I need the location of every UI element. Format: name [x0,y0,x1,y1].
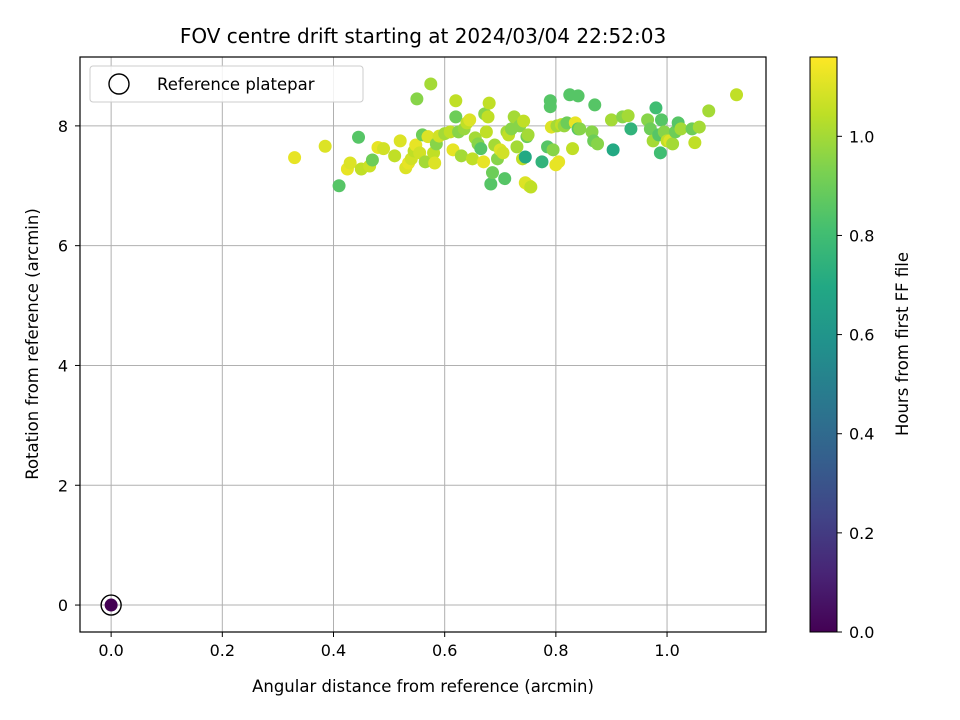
scatter-point [606,143,620,157]
scatter-point [566,142,580,156]
grid-lines [80,57,766,632]
scatter-point [318,139,332,153]
scatter-points [288,77,744,194]
colorbar-label: Hours from first FF file [893,252,912,436]
scatter-point [535,155,549,169]
colorbar-tick-label: 0.4 [849,425,874,444]
scatter-point [484,177,498,191]
colorbar-tick-label: 0.6 [849,326,874,345]
y-tick-label: 4 [58,356,68,375]
scatter-point [496,146,510,160]
legend: Reference platepar [89,65,364,103]
scatter-point [521,128,535,142]
legend-marker-icon [108,73,130,95]
scatter-point [454,149,468,163]
scatter-point [377,142,391,156]
colorbar-gradient [810,57,837,632]
scatter-point [343,156,357,170]
scatter-point [393,134,407,148]
colorbar-frame [809,56,838,633]
x-axis-label: Angular distance from reference (arcmin) [252,677,594,696]
y-tick-label: 6 [58,237,68,256]
scatter-point [621,109,635,123]
y-axis-ticks: 0 2 4 6 8 [58,117,80,615]
scatter-point [498,172,512,186]
scatter-point [649,101,663,115]
y-tick-label: 8 [58,117,68,136]
scatter-point [666,137,680,151]
legend-box [89,65,364,103]
scatter-point [674,122,688,136]
colorbar: 0.0 0.2 0.4 0.6 0.8 1.0 Hours from first FF f… [809,56,912,642]
scatter-point [477,155,491,169]
scatter-point [730,88,744,102]
colorbar-tick-label: 1.0 [849,127,874,146]
scatter-point [424,77,438,91]
legend-entry-reference: Reference platepar [157,75,315,94]
scatter-point [517,114,531,128]
scatter-point [604,113,618,127]
scatter-point [365,153,379,167]
x-tick-label: 0.0 [98,641,123,660]
scatter-point [552,155,566,169]
scatter-point [418,155,432,169]
colorbar-tick-label: 0.2 [849,524,874,543]
x-tick-label: 0.4 [321,641,346,660]
x-tick-label: 0.8 [543,641,568,660]
x-tick-label: 0.6 [432,641,457,660]
scatter-point [428,156,442,170]
scatter-point [481,110,495,124]
reference-ring [100,594,122,616]
scatter-point [482,96,496,110]
scatter-point [510,140,524,154]
reference-marker-group [100,594,122,616]
scatter-point [352,130,366,144]
scatter-point [588,98,602,112]
scatter-point [546,143,560,157]
scatter-point [332,179,346,193]
scatter-point [479,125,493,139]
scatter-point [571,89,585,103]
scatter-point [449,110,463,124]
scatter-point [653,146,667,160]
chart-title: FOV centre drift starting at 2024/03/04 … [180,24,666,48]
scatter-point [485,166,499,180]
scatter-point [692,120,706,134]
scatter-point [654,113,668,127]
scatter-point [702,104,716,118]
scatter-point [410,92,424,106]
scatter-point [688,136,702,150]
plot-frame [79,56,767,633]
scatter-point [624,122,638,136]
scatter-point [591,137,605,151]
scatter-point [463,113,477,127]
reference-point [104,598,118,612]
colorbar-ticks: 0.0 0.2 0.4 0.6 0.8 1.0 [837,127,874,642]
x-tick-label: 1.0 [654,641,679,660]
scatter-point [288,151,302,165]
scatter-point [543,100,557,114]
colorbar-tick-label: 0.8 [849,226,874,245]
y-tick-label: 2 [58,476,68,495]
scatter-point [518,150,532,164]
scatter-point [573,122,587,136]
x-axis-ticks: 0.0 0.2 0.4 0.6 0.8 1.0 [98,632,680,660]
scatter-point [474,142,488,156]
y-tick-label: 0 [58,596,68,615]
colorbar-tick-label: 0.0 [849,623,874,642]
y-axis-label: Rotation from reference (arcmin) [23,208,42,480]
scatter-point [465,152,479,166]
scatter-point [449,94,463,108]
scatter-point [388,149,402,163]
x-tick-label: 0.2 [210,641,235,660]
scatter-point [524,180,538,194]
